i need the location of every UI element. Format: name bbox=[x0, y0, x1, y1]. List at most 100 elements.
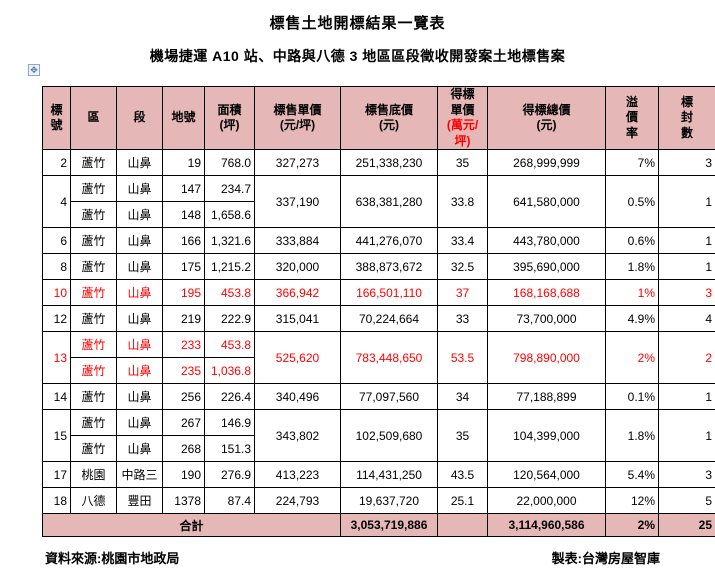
bid-no-cell: 2 bbox=[42, 149, 71, 177]
floor-price-cell: 70,224,664 bbox=[340, 305, 438, 333]
lot-no-cell: 195 bbox=[162, 279, 205, 307]
total-win-total: 3,114,960,586 bbox=[487, 513, 606, 538]
district-cell: 蘆竹 bbox=[70, 227, 117, 255]
district-cell: 桃園 bbox=[70, 461, 117, 489]
bid-count-cell: 1 bbox=[658, 409, 715, 463]
section-cell: 豐田 bbox=[116, 487, 163, 515]
lot-no-cell: 268 bbox=[162, 435, 205, 463]
area-cell: 1,321.6 bbox=[204, 227, 255, 255]
lot-no-cell: 1378 bbox=[162, 487, 205, 515]
area-cell: 453.8 bbox=[204, 331, 255, 359]
unit-price-cell: 224,793 bbox=[254, 487, 341, 515]
table-row: 6 蘆竹 山鼻 166 1,321.6 333,884 441,276,070 33.4 443… bbox=[42, 227, 715, 255]
section-cell: 山鼻 bbox=[116, 227, 163, 255]
premium-rate-cell: 4.9% bbox=[605, 305, 659, 333]
section-cell: 山鼻 bbox=[116, 331, 163, 359]
section-cell: 山鼻 bbox=[116, 357, 163, 385]
district-cell: 蘆竹 bbox=[70, 409, 117, 437]
table-row: 12 蘆竹 山鼻 219 222.9 315,041 70,224,664 33 73,700,… bbox=[42, 305, 715, 333]
floor-price-cell: 77,097,560 bbox=[340, 383, 438, 411]
area-cell: 234.7 bbox=[204, 175, 255, 203]
total-floor-price: 3,053,719,886 bbox=[340, 513, 438, 538]
floor-price-cell: 638,381,280 bbox=[340, 175, 438, 229]
area-cell: 146.9 bbox=[204, 409, 255, 437]
bid-count-cell: 5 bbox=[658, 487, 715, 515]
table-row: 8 蘆竹 山鼻 175 1,215.2 320,000 388,873,672 32.5 395… bbox=[42, 253, 715, 281]
lot-no-cell: 19 bbox=[162, 149, 205, 177]
bid-count-cell: 2 bbox=[658, 331, 715, 385]
bid-no-cell: 15 bbox=[42, 409, 71, 463]
premium-rate-cell: 0.6% bbox=[605, 227, 659, 255]
bid-count-cell: 1 bbox=[658, 227, 715, 255]
bid-count-cell: 3 bbox=[658, 461, 715, 489]
lot-no-cell: 175 bbox=[162, 253, 205, 281]
premium-rate-cell: 0.1% bbox=[605, 383, 659, 411]
floor-price-cell: 251,338,230 bbox=[340, 149, 438, 177]
lot-no-cell: 256 bbox=[162, 383, 205, 411]
district-cell: 八德 bbox=[70, 487, 117, 515]
table-row: 18 八德 豐田 1378 87.4 224,793 19,637,720 25.1 22,00… bbox=[42, 487, 715, 515]
lot-no-cell: 219 bbox=[162, 305, 205, 333]
unit-price-cell: 366,942 bbox=[254, 279, 341, 307]
area-cell: 276.9 bbox=[204, 461, 255, 489]
table-header: 標 號 區 段 地號 面積 (坪) 標售單價 (元/坪) 標售底價 (元) 得標… bbox=[42, 85, 715, 151]
bid-no-cell: 14 bbox=[42, 383, 71, 411]
section-cell: 山鼻 bbox=[116, 435, 163, 463]
header-win-unit-main: 得標 單價 bbox=[450, 87, 475, 117]
premium-rate-cell: 1% bbox=[605, 279, 659, 307]
bid-count-cell: 4 bbox=[658, 305, 715, 333]
table-row: 2 蘆竹 山鼻 19 768.0 327,273 251,338,230 35 268,999,… bbox=[42, 149, 715, 177]
win-total-price-cell: 77,188,899 bbox=[487, 383, 606, 411]
win-total-price-cell: 104,399,000 bbox=[487, 409, 606, 463]
unit-price-cell: 525,620 bbox=[254, 331, 341, 385]
floor-price-cell: 114,431,250 bbox=[340, 461, 438, 489]
header-bid-count: 標 封 數 bbox=[658, 85, 715, 151]
table-row: 15 蘆竹 山鼻 267 146.9 343,802 102,509,680 35 104,39… bbox=[42, 409, 715, 463]
win-unit-price-cell: 53.5 bbox=[437, 331, 488, 385]
lot-no-cell: 267 bbox=[162, 409, 205, 437]
header-win-unit-sub: (萬元/坪) bbox=[446, 118, 479, 148]
area-cell: 226.4 bbox=[204, 383, 255, 411]
table-row: 10 蘆竹 山鼻 195 453.8 366,942 166,501,110 37 168,16… bbox=[42, 279, 715, 307]
table-row: 13 蘆竹 山鼻 233 453.8 525,620 783,448,650 53.5 798,… bbox=[42, 331, 715, 385]
floor-price-cell: 166,501,110 bbox=[340, 279, 438, 307]
bid-no-cell: 12 bbox=[42, 305, 71, 333]
unit-price-cell: 413,223 bbox=[254, 461, 341, 489]
section-cell: 山鼻 bbox=[116, 279, 163, 307]
header-district: 區 bbox=[70, 85, 117, 151]
section-cell: 山鼻 bbox=[116, 305, 163, 333]
bid-no-cell: 8 bbox=[42, 253, 71, 281]
premium-rate-cell: 0.5% bbox=[605, 175, 659, 229]
header-win-total-price: 得標總價 (元) bbox=[487, 85, 606, 151]
area-cell: 768.0 bbox=[204, 149, 255, 177]
bid-count-cell: 1 bbox=[658, 253, 715, 281]
table-row: 蘆竹 山鼻 235 1,036.8 bbox=[43, 357, 715, 385]
floor-price-cell: 388,873,672 bbox=[340, 253, 438, 281]
win-total-price-cell: 22,000,000 bbox=[487, 487, 606, 515]
bid-count-cell: 1 bbox=[658, 383, 715, 411]
section-cell: 山鼻 bbox=[116, 201, 163, 229]
district-cell: 蘆竹 bbox=[70, 305, 117, 333]
district-cell: 蘆竹 bbox=[70, 357, 117, 385]
header-lot-no: 地號 bbox=[162, 85, 205, 151]
table-move-handle-icon[interactable]: ✥ bbox=[28, 64, 40, 76]
win-unit-price-cell: 25.1 bbox=[437, 487, 488, 515]
section-cell: 山鼻 bbox=[116, 175, 163, 203]
district-cell: 蘆竹 bbox=[70, 149, 117, 177]
win-unit-price-cell: 33 bbox=[437, 305, 488, 333]
floor-price-cell: 783,448,650 bbox=[340, 331, 438, 385]
floor-price-cell: 441,276,070 bbox=[340, 227, 438, 255]
floor-price-cell: 19,637,720 bbox=[340, 487, 438, 515]
district-cell: 蘆竹 bbox=[70, 331, 117, 359]
premium-rate-cell: 5.4% bbox=[605, 461, 659, 489]
win-unit-price-cell: 34 bbox=[437, 383, 488, 411]
bid-no-cell: 6 bbox=[42, 227, 71, 255]
total-bid-count: 25 bbox=[658, 513, 715, 538]
unit-price-cell: 337,190 bbox=[254, 175, 341, 229]
area-cell: 1,036.8 bbox=[204, 357, 255, 385]
floor-price-cell: 102,509,680 bbox=[340, 409, 438, 463]
win-unit-price-cell: 37 bbox=[437, 279, 488, 307]
section-cell: 山鼻 bbox=[116, 409, 163, 437]
win-unit-price-cell: 33.4 bbox=[437, 227, 488, 255]
